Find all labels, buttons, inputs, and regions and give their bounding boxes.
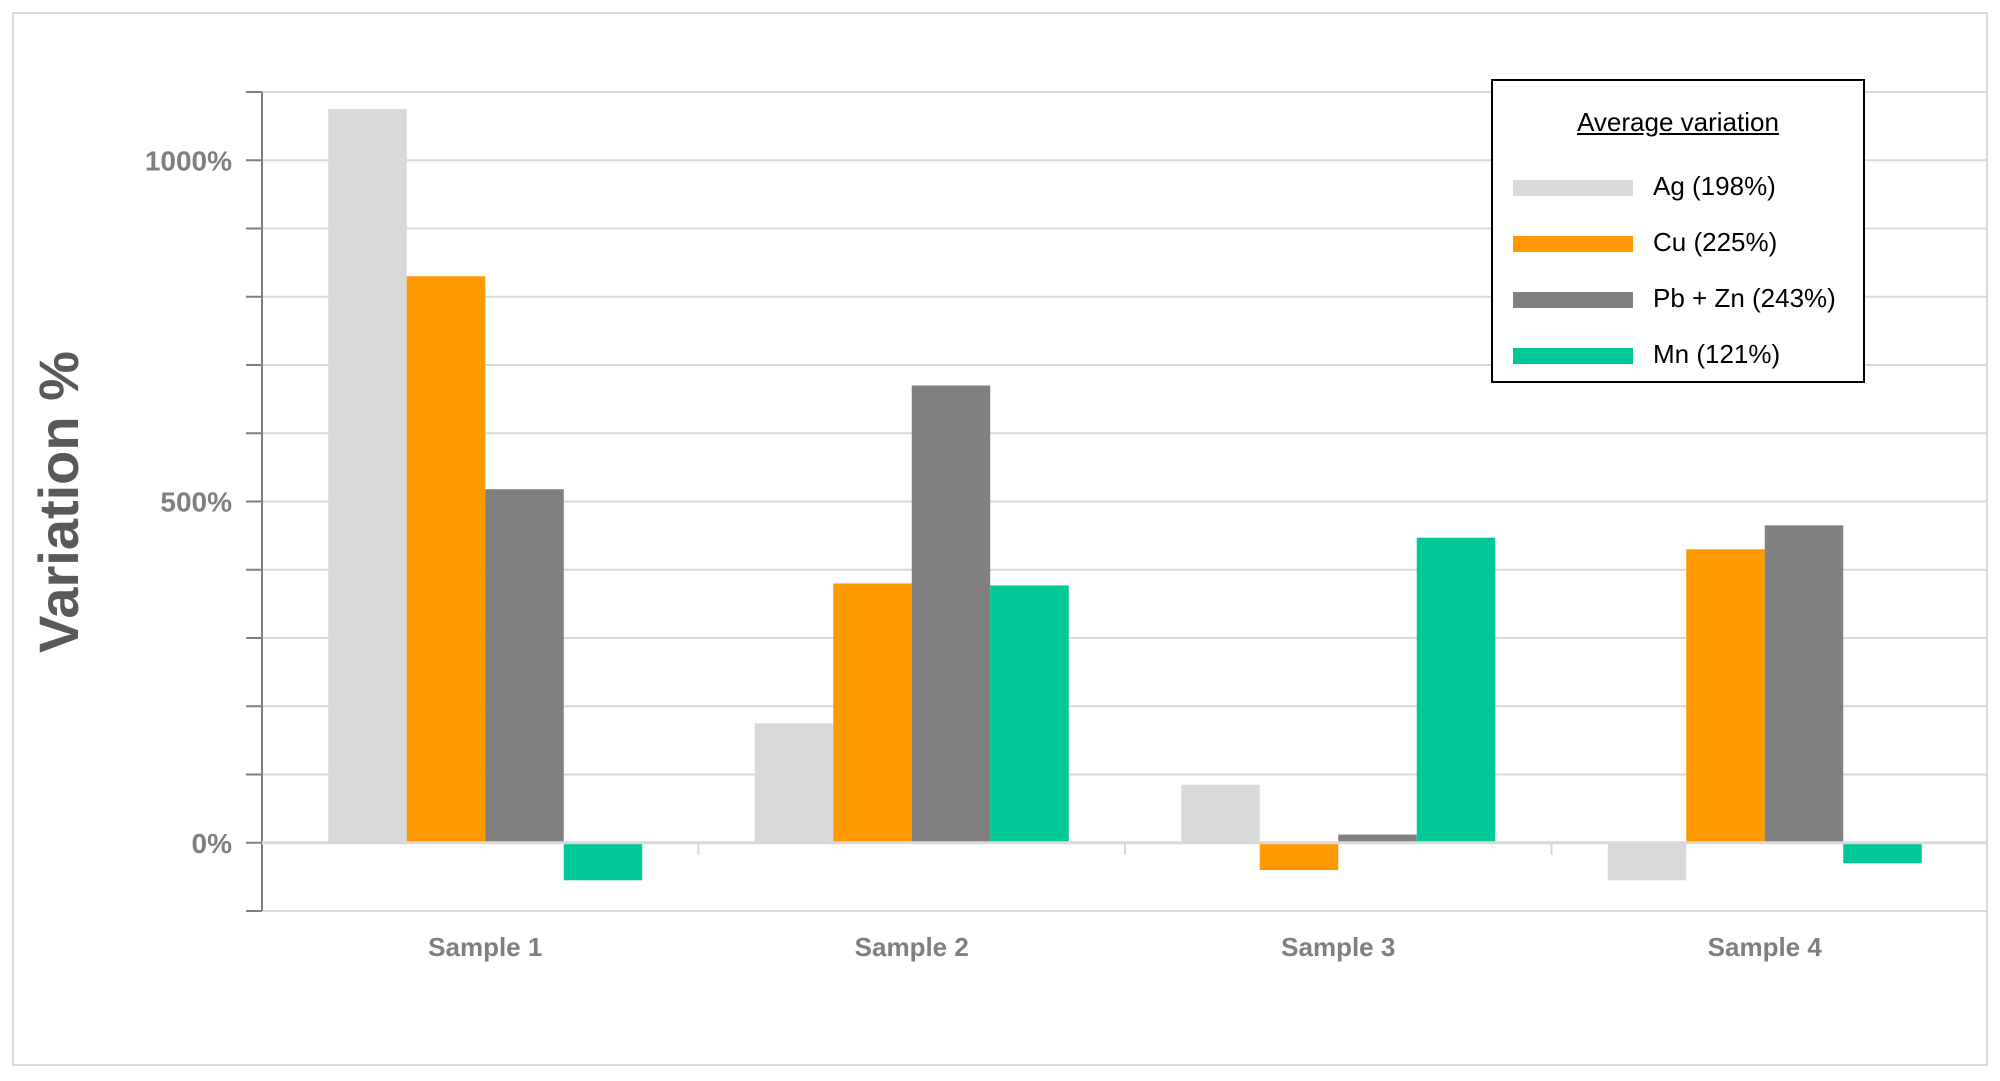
y-tick-label: 0% <box>192 828 233 859</box>
legend-label: Pb + Zn (243%) <box>1653 283 1836 313</box>
x-category-label: Sample 1 <box>428 932 542 962</box>
y-tick-labels: 0% 500% 1000% <box>145 145 232 859</box>
bar-ag-3 <box>1181 784 1260 843</box>
legend-item: Ag (198%) <box>1513 167 1853 207</box>
y-axis-title: Variation % <box>27 351 90 653</box>
bar-cu-2 <box>833 583 912 843</box>
bar-cu-3 <box>1259 842 1339 871</box>
legend: Average variation Ag (198%) Cu (225%) Pb +… <box>1491 79 1865 383</box>
bar-pb-3 <box>1338 834 1417 843</box>
bar-ag-2 <box>754 723 834 843</box>
bar-pb-4 <box>1764 525 1844 843</box>
bar-pb-2 <box>911 385 991 843</box>
x-category-label: Sample 3 <box>1281 932 1395 962</box>
legend-label: Ag (198%) <box>1653 171 1776 201</box>
x-category-label: Sample 4 <box>1708 932 1823 962</box>
bar-mn-3 <box>1416 537 1496 843</box>
legend-title: Average variation <box>1577 107 1779 137</box>
legend-label: Cu (225%) <box>1653 227 1778 257</box>
legend-item: Pb + Zn (243%) <box>1513 279 1853 319</box>
bar-ag-1 <box>328 109 407 843</box>
x-category-label: Sample 2 <box>855 932 969 962</box>
chart-frame <box>12 12 1988 1066</box>
y-tick-label: 1000% <box>145 145 232 176</box>
y-tick-label: 500% <box>160 487 232 518</box>
legend-swatch <box>1513 180 1633 196</box>
bar-mn-1 <box>563 842 643 881</box>
legend-swatch <box>1513 236 1633 252</box>
x-category-labels: Sample 1 Sample 2 Sample 3 Sample 4 <box>428 932 1822 962</box>
bar-mn-2 <box>990 585 1069 843</box>
legend-label: Mn (121%) <box>1653 339 1781 369</box>
bar-ag-4 <box>1607 842 1687 881</box>
bar-cu-4 <box>1686 549 1765 843</box>
bars <box>328 109 1922 881</box>
bar-mn-4 <box>1843 842 1922 864</box>
bar-cu-1 <box>406 276 486 843</box>
legend-item: Mn (121%) <box>1513 335 1853 375</box>
bar-pb-1 <box>485 489 564 843</box>
legend-item: Cu (225%) <box>1513 223 1853 263</box>
legend-swatch <box>1513 348 1633 364</box>
legend-swatch <box>1513 292 1633 308</box>
axes <box>246 91 1988 912</box>
